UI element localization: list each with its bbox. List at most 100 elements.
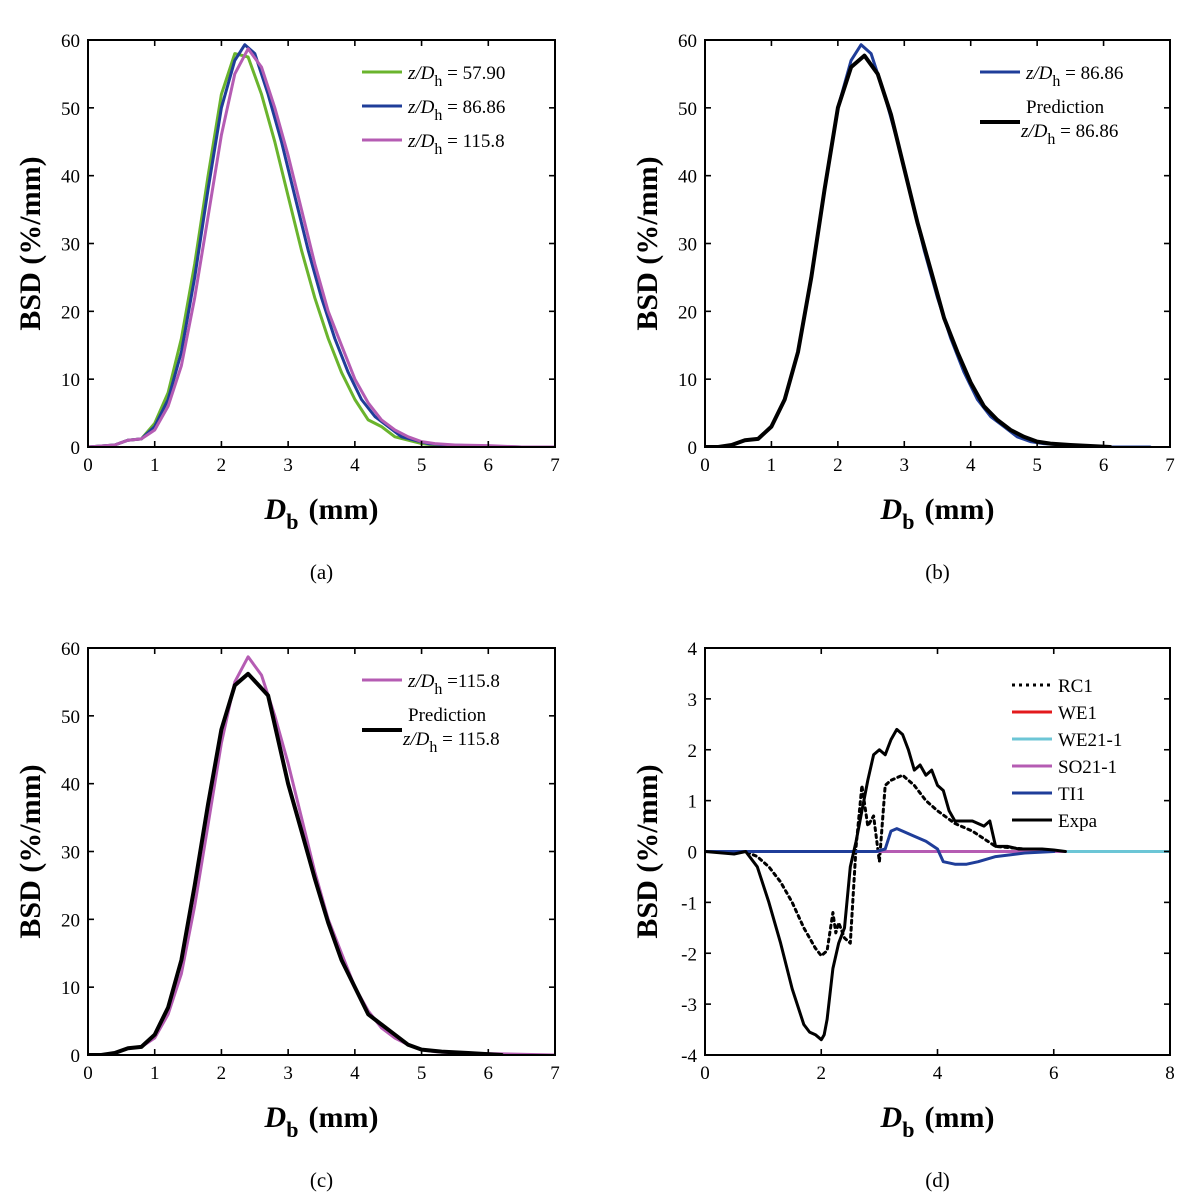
x-axis-label-subscript: b [286,509,298,534]
legend-label-suffix: = 86.86 [1060,63,1123,84]
y-tick-label: 50 [678,99,697,120]
legend-label-prefix: z/D [1020,121,1048,142]
x-axis-label-unit: (mm) [308,1101,378,1134]
x-axis-label-subscript: b [286,1117,298,1142]
x-tick-label: 4 [966,455,976,476]
y-tick-label: 30 [61,235,80,256]
x-axis-label-unit: (mm) [308,493,378,526]
panel-caption: (c) [310,1168,333,1192]
y-tick-label: 30 [678,235,697,256]
x-tick-label: 0 [83,1063,93,1084]
y-tick-label: 30 [61,843,80,864]
legend-label: z/Dh = 86.86 [1020,121,1118,148]
x-tick-label: 2 [817,1063,827,1084]
series-line-prediction [88,671,504,1055]
x-tick-label: 4 [350,455,360,476]
legend-label-suffix: = 86.86 [1055,121,1118,142]
series-line-expa [705,727,1067,1042]
y-tick-label: 10 [61,978,80,999]
legend-label-subscript: h [434,73,442,90]
legend: RC1 WE1 WE21-1 SO21-1 TI1 Expa [1012,676,1122,832]
legend-label: z/Dh = 115.8 [407,131,505,158]
legend-label-subscript: h [1047,131,1055,148]
legend-label: WE1 [1058,703,1097,724]
y-tick-label: 40 [61,167,80,188]
y-axis-label: BSD (%/mm) [631,764,664,938]
y-tick-label: 1 [688,792,698,813]
x-tick-label: 6 [1049,1063,1059,1084]
x-axis-label-symbol: D [880,493,903,526]
legend-label-suffix: =115.8 [442,671,500,692]
legend-label: z/Dh =115.8 [407,671,500,698]
x-tick-label: 0 [700,1063,710,1084]
panel-b: 0 1 2 3 4 5 6 7 0 10 20 30 40 50 60 BSD (%/mm) Db (mm) (b)… [631,31,1175,584]
legend: z/Dh = 57.90z/Dh = 86.86z/Dh = 115.8 [362,63,505,158]
legend-label: Expa [1058,811,1098,832]
series-lines [705,43,1152,447]
panel-a: 0 1 2 3 4 5 6 7 0 10 20 30 40 50 60 BSD (%/mm) Db (mm) (a)… [14,31,560,584]
x-tick-label: 3 [283,455,293,476]
y-tick-label: 40 [678,167,697,188]
x-axis-label-subscript: b [902,1117,914,1142]
y-tick-label: 20 [61,302,80,323]
legend-label-suffix: = 115.8 [442,131,504,152]
y-tick-label: -3 [681,995,697,1016]
y-tick-label: 50 [61,99,80,120]
x-axis-label: Db (mm) [880,1101,995,1142]
series-line-series-2 [88,47,555,447]
y-tick-label: 0 [688,438,698,459]
legend-label-prefix: z/D [402,729,430,750]
legend-label: WE21-1 [1058,730,1122,751]
y-tick-label: 60 [678,31,697,52]
x-tick-label: 6 [1099,455,1109,476]
legend-label: Prediction [1026,97,1105,118]
y-tick-label: 10 [61,370,80,391]
series-line-rc1 [705,773,1170,958]
panel-caption: (a) [310,560,333,584]
x-tick-label: 2 [217,455,227,476]
x-tick-label: 7 [550,1063,560,1084]
y-tick-label: -4 [681,1046,697,1067]
x-axis-label: Db (mm) [880,493,995,534]
x-tick-label: 2 [833,455,843,476]
x-tick-label: 6 [484,455,494,476]
x-axis-label-subscript: b [902,509,914,534]
series-lines [705,727,1170,1042]
legend-label-subscript: h [429,739,437,756]
x-axis-label-symbol: D [264,493,287,526]
x-tick-label: 0 [700,455,710,476]
y-tick-label: 0 [71,438,81,459]
legend-label-prefix: z/D [407,131,435,152]
panel-caption: (d) [925,1168,950,1192]
x-tick-label: 3 [900,455,910,476]
legend-label: z/Dh = 86.86 [1025,63,1123,90]
panel-c: 0 1 2 3 4 5 6 7 0 10 20 30 40 50 60 BSD (%/mm) Db (mm) (c)… [14,639,560,1192]
y-tick-label: -2 [681,944,697,965]
legend-label-prefix: z/D [407,63,435,84]
x-axis-label-unit: (mm) [924,493,994,526]
x-tick-label: 0 [83,455,93,476]
legend-label-subscript: h [434,141,442,158]
legend-label-suffix: = 57.90 [442,63,505,84]
x-tick-label: 2 [217,1063,227,1084]
x-axis-label-symbol: D [264,1101,287,1134]
panel-d: 0 2 4 6 8 -4 -3 -2 -1 0 1 2 3 4 BSD (%/mm) Db (mm) (d) RC1… [631,639,1175,1192]
legend-label-prefix: z/D [407,671,435,692]
x-tick-label: 4 [933,1063,943,1084]
y-tick-label: 40 [61,775,80,796]
x-tick-label: 1 [767,455,777,476]
y-tick-label: 2 [688,741,698,762]
y-tick-label: 4 [688,639,698,660]
x-axis-label: Db (mm) [264,1101,379,1142]
x-tick-label: 5 [417,455,427,476]
x-tick-label: 8 [1165,1063,1175,1084]
y-tick-label: 20 [678,302,697,323]
legend: z/Dh = 86.86 Prediction z/Dh = 86.86 [980,63,1123,148]
series-lines [88,43,555,447]
x-axis-label-unit: (mm) [924,1101,994,1134]
legend-label-subscript: h [434,107,442,124]
x-tick-label: 5 [1032,455,1042,476]
x-axis-label-symbol: D [880,1101,903,1134]
y-tick-label: 10 [678,370,697,391]
x-tick-label: 1 [150,455,160,476]
